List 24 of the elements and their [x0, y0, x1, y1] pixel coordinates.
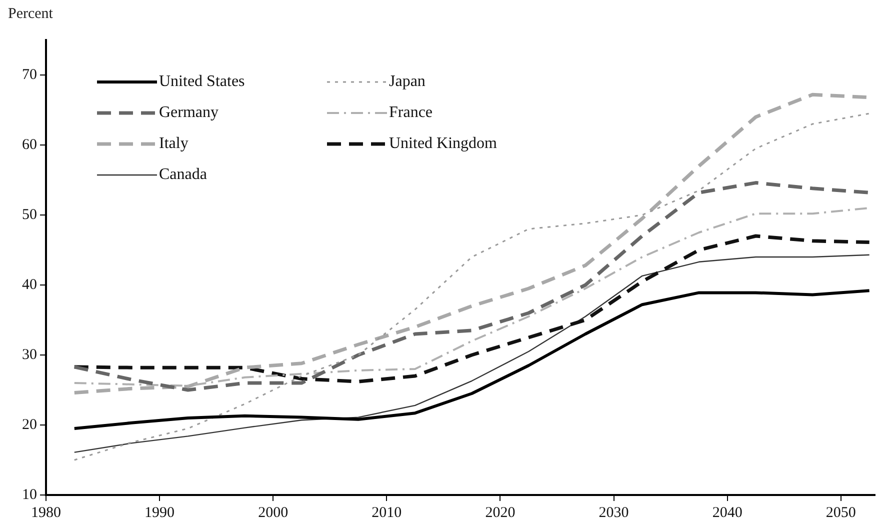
legend-label: Japan [389, 73, 426, 91]
legend-label: United States [159, 73, 245, 91]
x-tick-label: 2020 [485, 504, 516, 521]
y-tick-label: 70 [22, 66, 37, 83]
x-tick-label: 1980 [31, 504, 61, 521]
x-tick-label: 2010 [372, 504, 402, 521]
x-tick-label: 2050 [826, 504, 856, 521]
x-tick-label: 2040 [712, 504, 742, 521]
y-tick-label: 30 [22, 346, 37, 363]
y-tick-label: 50 [22, 206, 37, 223]
legend-label: France [389, 104, 433, 122]
y-tick-label: 10 [22, 486, 37, 503]
legend-label: Germany [159, 104, 219, 122]
line-series [72, 234, 872, 384]
x-tick-label: 2000 [258, 504, 288, 521]
y-axis-title: Percent [8, 6, 53, 23]
y-tick-label: 60 [22, 136, 37, 153]
x-tick-label: 2030 [598, 504, 629, 521]
legend-label: Italy [159, 135, 188, 153]
y-tick-label: 20 [22, 416, 37, 433]
legend-label: Canada [159, 166, 207, 184]
legend-label: United Kingdom [389, 135, 497, 153]
x-tick-label: 1990 [144, 504, 175, 521]
y-tick-label: 40 [22, 276, 37, 293]
